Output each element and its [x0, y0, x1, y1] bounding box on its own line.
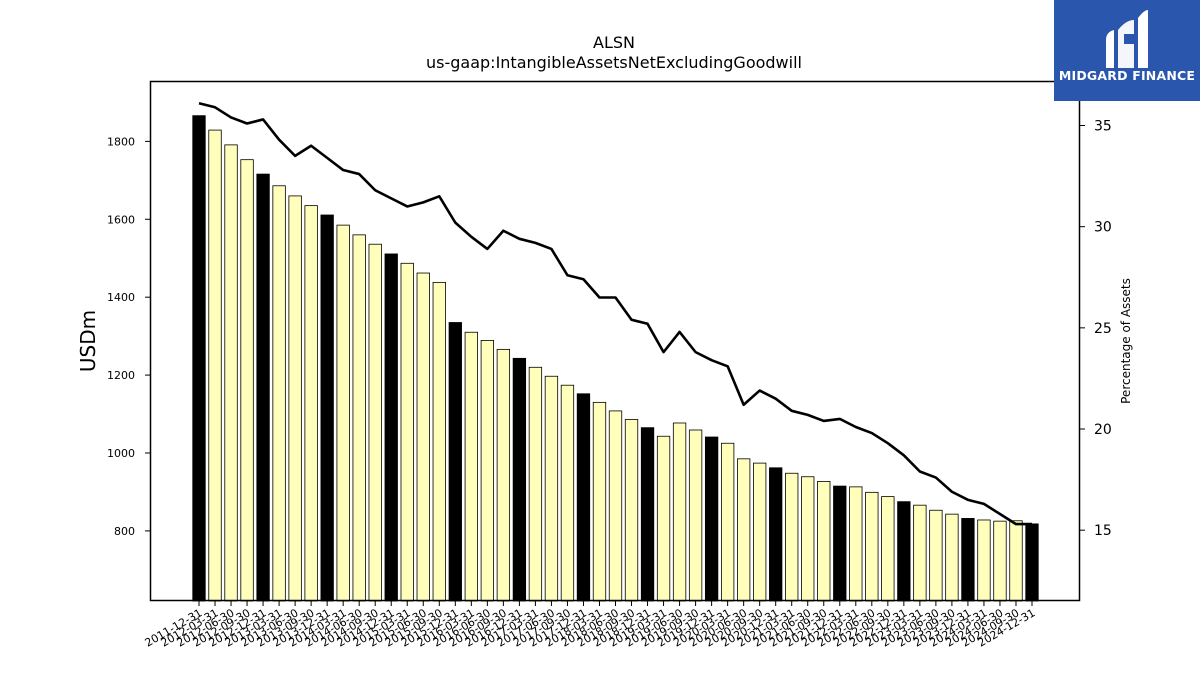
- bar-2023-06-30: [929, 509, 943, 602]
- bar-series: [192, 115, 1039, 602]
- bar-2016-06-30: [480, 340, 495, 602]
- bar-2012-12-31: [256, 173, 270, 602]
- y-tick-label-800: 800: [114, 525, 135, 538]
- bar-2022-09-30: [881, 496, 895, 602]
- logo-text: MIDGARD FINANCE: [1058, 68, 1196, 83]
- bar-2023-03-31: [913, 504, 927, 602]
- bar-2021-09-30: [817, 481, 831, 602]
- y2-tick-label-35: 35: [1094, 119, 1112, 135]
- y-tick-label-1400: 1400: [107, 291, 135, 304]
- bar-2012-03-31: [208, 129, 222, 602]
- bar-2024-09-30: [1009, 520, 1023, 602]
- bar-2021-06-30: [801, 476, 815, 602]
- bar-2024-03-31: [977, 519, 991, 602]
- plot-frame: [149, 80, 1081, 602]
- bar-2021-03-31: [785, 472, 799, 602]
- chart-subtitle: us-gaap:IntangibleAssetsNetExcludingGood…: [426, 53, 802, 72]
- y-axis-label: USDm: [76, 310, 100, 372]
- y-tick-label-1000: 1000: [107, 447, 135, 460]
- y2-tick-label-15: 15: [1094, 523, 1112, 539]
- chart-title: ALSN: [593, 33, 635, 52]
- bar-2020-03-31: [720, 442, 735, 602]
- bar-2019-03-31: [656, 435, 671, 602]
- bar-2013-12-31: [320, 214, 334, 602]
- bar-2013-06-30: [288, 195, 302, 602]
- midgard-logo-icon: [1106, 10, 1148, 68]
- percentage-line-series: [198, 101, 1032, 526]
- bar-2022-06-30: [865, 491, 879, 602]
- bar-2019-12-31: [704, 436, 719, 602]
- bar-2015-09-30: [432, 281, 446, 602]
- bar-2016-03-31: [464, 331, 478, 602]
- bar-2017-03-31: [528, 366, 543, 602]
- bar-2018-06-30: [608, 410, 623, 602]
- y2-tick-label-25: 25: [1094, 321, 1112, 337]
- bar-2020-06-30: [737, 458, 751, 602]
- bar-2017-09-30: [560, 384, 575, 602]
- bar-2020-12-31: [769, 467, 783, 602]
- percentage-line: [198, 101, 1032, 526]
- bar-2011-12-31: [192, 115, 206, 602]
- bar-2019-09-30: [688, 429, 703, 602]
- bar-2020-09-30: [753, 462, 767, 602]
- bar-2018-09-30: [624, 419, 639, 602]
- bar-2018-12-31: [640, 427, 655, 602]
- bar-2022-03-31: [849, 486, 863, 602]
- bar-2017-12-31: [576, 393, 591, 602]
- bar-2015-03-31: [400, 262, 414, 602]
- bar-2012-06-30: [224, 144, 238, 602]
- bar-2016-09-30: [496, 348, 511, 602]
- bar-2012-09-30: [240, 159, 254, 602]
- bar-2024-12-31: [1025, 523, 1039, 602]
- bar-2014-03-31: [336, 224, 350, 602]
- bar-2013-09-30: [304, 205, 318, 602]
- bar-2015-12-31: [448, 322, 462, 602]
- y-tick-label-1200: 1200: [107, 369, 135, 382]
- bar-2017-06-30: [544, 375, 559, 602]
- bar-2014-06-30: [352, 234, 366, 602]
- bar-2018-03-31: [592, 401, 607, 602]
- y-tick-label-1800: 1800: [107, 135, 135, 148]
- y2-axis-ticks: 15 20 25 30 35: [1080, 119, 1112, 539]
- y-tick-label-1600: 1600: [107, 213, 135, 226]
- bar-2019-06-30: [672, 422, 687, 602]
- bar-2014-12-31: [384, 253, 398, 602]
- y2-axis-label: Percentage of Assets: [1119, 278, 1133, 404]
- bar-2021-12-31: [833, 485, 847, 602]
- bar-2024-06-30: [993, 520, 1007, 602]
- y-axis-ticks: 800 1000 1200 1400 1600 1800: [107, 135, 150, 538]
- bar-2014-09-30: [368, 243, 382, 602]
- midgard-finance-logo: MIDGARD FINANCE: [1054, 0, 1200, 101]
- bar-2015-06-30: [416, 272, 430, 602]
- bar-2023-09-30: [945, 513, 959, 602]
- y2-tick-label-20: 20: [1094, 422, 1112, 438]
- y2-tick-label-30: 30: [1094, 220, 1112, 236]
- bar-2013-03-31: [272, 185, 286, 602]
- bar-2022-12-31: [897, 501, 911, 602]
- bar-2023-12-31: [961, 518, 975, 602]
- bar-2016-12-31: [512, 357, 527, 602]
- x-axis-ticks: 2011-12-312012-03-312012-06-302012-09-30…: [143, 601, 1038, 650]
